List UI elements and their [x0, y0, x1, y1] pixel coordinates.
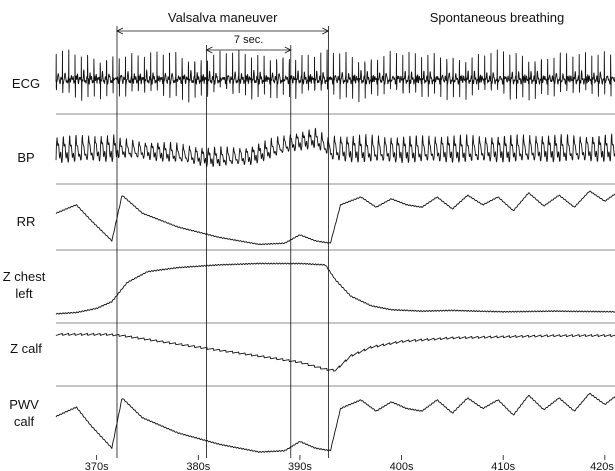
- x-tick-label: 410s: [491, 461, 515, 471]
- spontaneous-breathing-label: Spontaneous breathing: [430, 10, 564, 25]
- signal-traces: [55, 49, 615, 453]
- x-tick-label: 370s: [85, 461, 109, 471]
- channel-label: PWV: [9, 397, 39, 412]
- x-tick-label: 390s: [288, 461, 312, 471]
- time-axis: 370s 380s 390s 400s 410s 420s: [85, 455, 614, 471]
- x-tick-label: 400s: [390, 461, 414, 471]
- channel-label: ECG: [12, 76, 40, 91]
- channel-label: calf: [14, 414, 35, 429]
- x-tick-label: 380s: [186, 461, 210, 471]
- interval-label: 7 sec.: [234, 34, 263, 46]
- span-arrows: [116, 27, 330, 54]
- trace-z-calf: [55, 332, 615, 372]
- panel-separators: [56, 113, 615, 387]
- trace-rr: [55, 190, 615, 246]
- valsalva-maneuver-label: Valsalva maneuver: [168, 10, 278, 25]
- channel-label: BP: [17, 150, 34, 165]
- trace-bp: [55, 127, 615, 167]
- trace-ecg: [55, 49, 615, 103]
- valsalva-span-arrow: [116, 27, 330, 35]
- event-markers: [116, 26, 329, 458]
- channel-label: left: [15, 286, 33, 301]
- interval-span-arrow: [205, 46, 292, 54]
- channel-labels: ECG BP RR Z chest left Z calf PWV calf: [3, 76, 46, 429]
- channel-label: Z calf: [10, 341, 42, 356]
- channel-label: Z chest: [3, 269, 46, 284]
- channel-label: RR: [17, 214, 36, 229]
- annotations: Valsalva maneuver Spontaneous breathing …: [168, 10, 564, 46]
- trace-z-chest-left: [55, 262, 615, 315]
- x-tick-label: 420s: [590, 461, 614, 471]
- trace-pwv-calf: [55, 392, 615, 453]
